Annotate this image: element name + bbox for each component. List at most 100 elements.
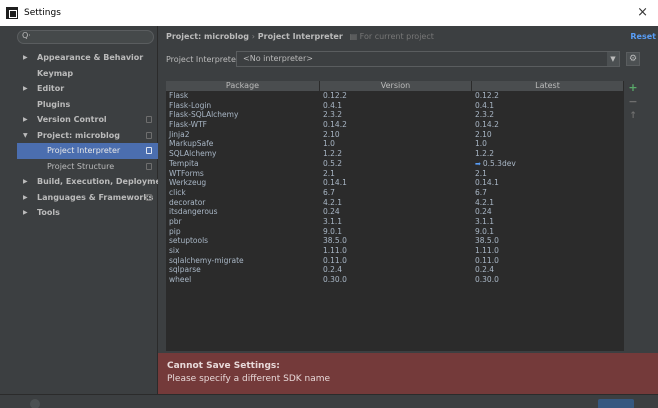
interpreter-select[interactable]: <No interpreter> ▼ [236, 51, 620, 67]
breadcrumb-separator: › [251, 32, 255, 41]
package-latest-cell: 0.12.2 [472, 91, 624, 101]
close-button[interactable]: × [637, 5, 648, 20]
chevron-down-icon[interactable]: ▼ [23, 131, 28, 139]
chevron-right-icon[interactable]: ▶ [23, 85, 28, 92]
help-button[interactable] [30, 399, 40, 408]
latest-version-text: 0.12.2 [475, 91, 499, 100]
project-scope-icon: ▤ [349, 32, 358, 41]
table-row[interactable]: sqlalchemy-migrate 0.11.0 0.11.0 [166, 256, 624, 266]
column-header-package[interactable]: Package [166, 81, 320, 91]
package-version-cell: 0.30.0 [323, 275, 347, 285]
sidebar-item[interactable]: Project Structure [17, 159, 158, 175]
table-row[interactable]: pbr 3.1.1 3.1.1 [166, 217, 624, 227]
table-row[interactable]: Flask-WTF 0.14.2 0.14.2 [166, 120, 624, 130]
latest-version-text: 0.4.1 [475, 100, 495, 110]
table-row[interactable]: itsdangerous 0.24 0.24 [166, 207, 624, 217]
error-title: Cannot Save Settings: [167, 361, 280, 371]
settings-search-input[interactable]: Q· [17, 30, 154, 44]
chevron-right-icon[interactable]: ▶ [23, 54, 28, 61]
table-row[interactable]: six 1.11.0 1.11.0 [166, 246, 624, 256]
sidebar-item[interactable]: ▶ Editor [17, 81, 158, 97]
latest-version-text: 2.10 [475, 129, 492, 139]
chevron-right-icon[interactable]: ▶ [23, 209, 28, 216]
sidebar-item[interactable]: Project Interpreter [17, 143, 158, 159]
package-latest-cell: 2.10 [472, 130, 624, 140]
table-header: Package Version Latest [166, 81, 624, 91]
package-name-cell: WTForms [169, 168, 204, 178]
package-version-cell: 2.10 [323, 129, 340, 139]
table-row[interactable]: Flask-Login 0.4.1 0.4.1 [166, 101, 624, 111]
package-version-cell: 9.0.1 [323, 226, 343, 236]
table-row[interactable]: Tempita 0.5.2 ➡ 0.5.3dev [166, 159, 624, 169]
table-row[interactable]: MarkupSafe 1.0 1.0 [166, 139, 624, 149]
latest-version-text: 6.7 [475, 187, 487, 197]
table-row[interactable]: sqlparse 0.2.4 0.2.4 [166, 265, 624, 275]
interpreter-value: <No interpreter> [243, 54, 313, 63]
package-latest-cell: 6.7 [472, 188, 624, 198]
sidebar-item[interactable]: ▶ Languages & Frameworks [17, 190, 158, 206]
breadcrumb: Project: microblog › Project Interpreter… [166, 32, 434, 41]
chevron-down-icon[interactable]: ▼ [607, 52, 619, 66]
latest-version-text: 0.24 [475, 207, 492, 217]
latest-version-text: 0.14.2 [475, 120, 499, 130]
table-row[interactable]: wheel 0.30.0 0.30.0 [166, 275, 624, 285]
chevron-right-icon[interactable]: ▶ [23, 193, 28, 201]
latest-version-text: 1.11.0 [475, 246, 499, 255]
table-row[interactable]: SQLAlchemy 1.2.2 1.2.2 [166, 149, 624, 159]
sidebar-item-label: Project: microblog [37, 130, 120, 140]
table-row[interactable]: click 6.7 6.7 [166, 188, 624, 198]
chevron-right-icon[interactable]: ▶ [23, 116, 28, 123]
sidebar-item[interactable]: Plugins [17, 97, 158, 113]
table-row[interactable]: setuptools 38.5.0 38.5.0 [166, 236, 624, 246]
column-header-version[interactable]: Version [320, 81, 472, 91]
sidebar-item[interactable]: ▶ Version Control [17, 112, 158, 128]
settings-sidebar: Q· ▶ Appearance & Behavior Keymap ▶ Editor Pl… [17, 26, 170, 394]
error-message: Please specify a different SDK name [167, 374, 331, 384]
sidebar-item[interactable]: ▼ Project: microblog [17, 128, 158, 144]
package-version-cell: 1.11.0 [323, 246, 347, 255]
package-name-cell: six [169, 246, 180, 255]
package-latest-cell: 0.4.1 [472, 101, 624, 111]
package-latest-cell: 1.2.2 [472, 149, 624, 159]
package-version-cell: 0.12.2 [323, 91, 347, 100]
package-name-cell: Flask [169, 91, 189, 100]
package-latest-cell: 0.2.4 [472, 265, 624, 275]
upgrade-package-button[interactable]: ↑ [629, 111, 637, 121]
package-version-cell: 1.0 [323, 139, 335, 149]
package-name-cell: sqlalchemy-migrate [169, 255, 244, 265]
sidebar-item[interactable]: ▶ Build, Execution, Deployment [17, 174, 170, 190]
package-name-cell: decorator [169, 197, 206, 207]
sidebar-item[interactable]: ▶ Appearance & Behavior [17, 50, 158, 66]
package-name-cell: setuptools [169, 236, 209, 246]
interpreter-label: Project Interpreter: [166, 55, 242, 64]
column-header-latest[interactable]: Latest [472, 81, 624, 91]
table-row[interactable]: Flask-SQLAlchemy 2.3.2 2.3.2 [166, 110, 624, 120]
breadcrumb-current: Project Interpreter [257, 32, 343, 41]
gear-icon[interactable]: ⚙ [626, 52, 640, 66]
sidebar-item-label: Appearance & Behavior [37, 53, 144, 62]
package-version-cell: 1.2.2 [323, 149, 343, 159]
table-row[interactable]: pip 9.0.1 9.0.1 [166, 227, 624, 237]
table-row[interactable]: Werkzeug 0.14.1 0.14.1 [166, 178, 624, 188]
package-name-cell: Flask-SQLAlchemy [169, 110, 239, 120]
table-row[interactable]: Jinja2 2.10 2.10 [166, 130, 624, 140]
package-name-cell: Tempita [169, 158, 199, 168]
sidebar-item[interactable]: Keymap [17, 66, 158, 82]
package-version-cell: 3.1.1 [323, 216, 343, 226]
dialog-footer [0, 394, 658, 408]
sidebar-item-label: Keymap [37, 68, 74, 78]
reset-link[interactable]: Reset [630, 32, 656, 41]
sidebar-item[interactable]: ▶ Tools [17, 205, 158, 221]
table-row[interactable]: WTForms 2.1 2.1 [166, 169, 624, 179]
table-row[interactable]: decorator 4.2.1 4.2.1 [166, 198, 624, 208]
latest-version-text: 38.5.0 [475, 236, 499, 246]
app-icon [6, 7, 18, 19]
chevron-right-icon[interactable]: ▶ [23, 178, 28, 185]
table-row[interactable]: Flask 0.12.2 0.12.2 [166, 91, 624, 101]
latest-version-text: 0.5.3dev [482, 158, 516, 168]
remove-package-button[interactable]: − [628, 95, 638, 108]
add-package-button[interactable]: + [628, 81, 638, 94]
ok-button[interactable] [598, 399, 634, 408]
latest-version-text: 3.1.1 [475, 216, 495, 226]
package-latest-cell: 0.11.0 [472, 256, 624, 266]
